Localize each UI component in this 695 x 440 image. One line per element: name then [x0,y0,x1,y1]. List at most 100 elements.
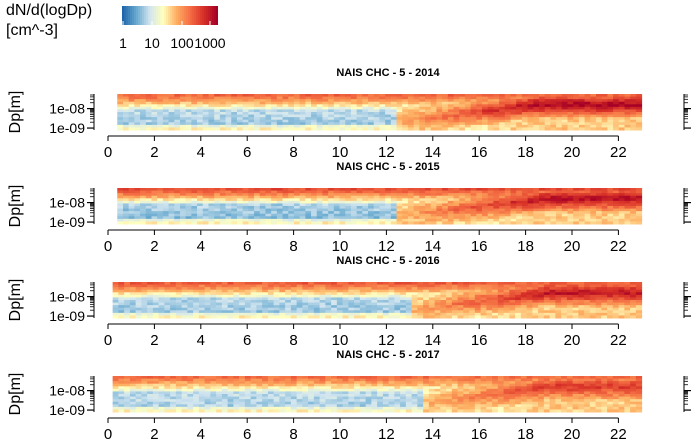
heatmap-cell [141,307,148,311]
heatmap-cell [356,99,363,103]
heatmap-cell [170,294,177,298]
heatmap-cell [365,289,372,293]
heatmap-cell [425,211,432,215]
heatmap-cell [590,127,597,131]
heatmap-cell [413,193,420,197]
heatmap-cell [613,188,620,192]
heatmap-cell [311,218,318,222]
heatmap-cell [486,284,493,288]
heatmap-cell [527,216,534,220]
heatmap-cell [293,104,301,108]
heatmap-cell [463,394,470,398]
heatmap-cell [550,206,557,210]
heatmap-cell [350,193,358,197]
heatmap-cell [319,396,326,400]
heatmap-cell [187,310,194,314]
heatmap-cell [359,294,367,298]
heatmap-cell [539,122,546,126]
heatmap-cell [417,297,424,301]
heatmap-cell [187,287,194,291]
heatmap-cell [618,310,625,314]
heatmap-cell [145,109,152,113]
heatmap-cell [158,394,165,398]
heatmap-cell [630,124,637,128]
heatmap-cell [411,409,418,413]
heatmap-cell [128,203,135,207]
heatmap-cell [175,401,183,405]
heatmap-cell [607,193,614,197]
heatmap-cell [181,310,188,314]
heatmap-cell [464,193,472,197]
heatmap-cell [423,391,430,395]
heatmap-cell [328,101,335,105]
heatmap-cell [492,297,499,301]
heatmap-cell [470,216,477,220]
heatmap-cell [561,101,569,105]
heatmap-cell [388,302,395,306]
heatmap-cell [423,388,430,392]
heatmap-cell [151,208,158,212]
heatmap-cell [141,386,148,390]
heatmap-cell [419,119,426,123]
heatmap-cell [354,396,361,400]
heatmap-cell [382,297,390,301]
heatmap-cell [168,190,175,194]
heatmap-cell [470,127,477,131]
heatmap-cell [578,300,585,304]
heatmap-cell [413,190,420,194]
heatmap-cell [302,383,309,387]
heatmap-cell [122,193,130,197]
heatmap-cell [446,381,453,385]
heatmap-cell [248,221,255,225]
heatmap-cell [463,292,470,296]
heatmap-cell [379,99,386,103]
heatmap-cell [175,305,183,309]
heatmap-cell [470,211,477,215]
heatmap-cell [487,193,494,197]
heatmap-cell [164,294,171,298]
heatmap-cell [254,208,261,212]
heatmap-cell [527,213,534,217]
heatmap-cell [313,294,321,298]
heatmap-cell [239,292,246,296]
heatmap-cell [271,221,278,225]
heatmap-cell [549,282,556,286]
heatmap-cell [544,195,551,199]
heatmap-cell [509,292,516,296]
heatmap-cell [567,206,574,210]
heatmap-cell [402,216,409,220]
heatmap-cell [607,302,614,306]
heatmap-cell [316,218,323,222]
heatmap-cell [469,302,476,306]
heatmap-cell [227,305,234,309]
heatmap-cell [259,218,266,222]
heatmap-cell [147,388,154,392]
heatmap-cell [561,294,568,298]
heatmap-cell [336,287,344,291]
heatmap-cell [122,106,130,110]
heatmap-cell [368,218,375,222]
heatmap-cell [157,104,164,108]
heatmap-cell [221,312,229,316]
heatmap-cell [134,206,141,210]
heatmap-cell [371,409,378,413]
heatmap-cell [589,312,597,316]
heatmap-cell [210,310,217,314]
heatmap-cell [319,305,326,309]
heatmap-cell [407,216,415,220]
heatmap-cell [350,206,358,210]
heatmap-cell [319,294,326,298]
heatmap-cell [635,302,643,306]
heatmap-cell [248,106,255,110]
heatmap-cell [296,315,303,319]
heatmap-cell [556,218,563,222]
heatmap-cell [239,386,246,390]
heatmap-cell [322,188,329,192]
heatmap-cell [470,94,477,98]
heatmap-cell [396,117,403,121]
heatmap-cell [533,221,540,225]
heatmap-cell [259,96,266,100]
heatmap-cell [527,195,534,199]
heatmap-cell [492,282,499,286]
heatmap-cell [147,310,154,314]
